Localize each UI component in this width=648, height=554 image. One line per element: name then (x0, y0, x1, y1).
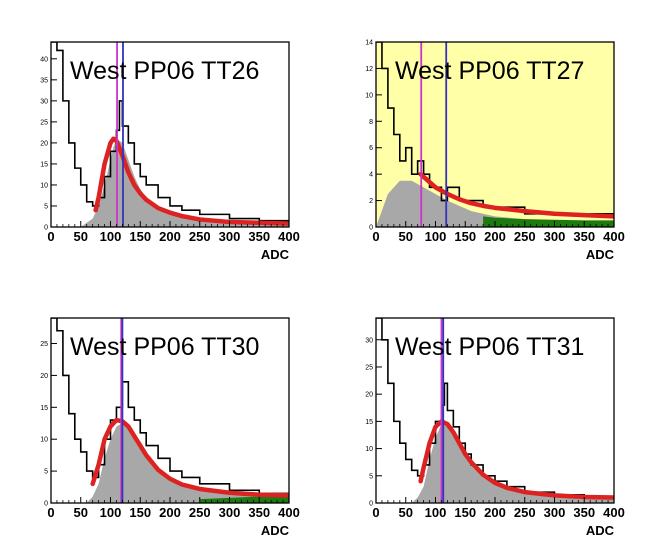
y-tick-label: 20 (40, 140, 48, 147)
x-tick-label: 0 (372, 229, 379, 244)
x-tick-label: 200 (484, 229, 506, 244)
panel-title: West PP06 TT27 (395, 57, 584, 85)
green-histogram (199, 496, 289, 503)
y-tick-label: 20 (40, 373, 48, 380)
y-tick-label: 15 (40, 161, 48, 168)
y-tick-label: 2 (369, 198, 373, 205)
y-tick-label: 10 (365, 92, 373, 99)
y-tick-label: 0 (44, 501, 48, 508)
y-tick-label: 0 (369, 225, 373, 232)
plot-content (51, 318, 289, 503)
x-tick-label: 0 (372, 505, 379, 520)
y-tick-label: 5 (369, 473, 373, 480)
filled-histogram (376, 180, 614, 227)
x-tick-label: 150 (129, 229, 151, 244)
y-tick-label: 15 (365, 419, 373, 426)
panel-title: West PP06 TT26 (70, 57, 259, 85)
y-tick-label: 8 (369, 119, 373, 126)
plot-content (51, 42, 289, 227)
panel-tt27: 0 50 100 150 200 250 300 350 400 0 2 4 6 8 10 12 14 ADC We… (365, 40, 625, 263)
fit-curve (93, 136, 289, 226)
y-tick-label: 4 (369, 172, 373, 179)
data-histogram-line (51, 42, 289, 223)
x-tick-label: 250 (189, 229, 211, 244)
x-tick-label: 200 (159, 505, 181, 520)
panel-tt26: 0 50 100 150 200 250 300 350 400 0 5 10 15 20 25 30 35 40… (40, 41, 300, 262)
y-tick-label: 10 (40, 437, 48, 444)
data-histogram-line (51, 318, 289, 495)
y-tick-label: 20 (365, 392, 373, 399)
x-tick-label: 0 (47, 229, 54, 244)
x-tick-label: 300 (219, 505, 241, 520)
y-tick-label: 15 (40, 405, 48, 412)
fit-curve (418, 419, 614, 500)
x-tick-label: 300 (219, 229, 241, 244)
y-tick-label: 0 (369, 501, 373, 508)
plot-area (376, 318, 614, 503)
x-tick-label: 0 (47, 505, 54, 520)
x-tick-label: 350 (573, 505, 595, 520)
plot-area (51, 42, 289, 227)
panel-tt31: 0 50 100 150 200 250 300 350 400 0 5 10 15 20 25 30 ADC W… (365, 317, 625, 538)
plot-content (376, 42, 614, 227)
x-tick-label: 250 (514, 505, 536, 520)
x-tick-label: 350 (248, 229, 270, 244)
y-tick-label: 5 (44, 203, 48, 210)
filled-histogram (80, 138, 289, 227)
x-tick-label: 400 (278, 505, 300, 520)
x-tick-label: 250 (514, 229, 536, 244)
panel-title: West PP06 TT30 (70, 333, 259, 361)
y-tick-label: 0 (44, 225, 48, 232)
x-tick-label: 50 (74, 505, 88, 520)
x-tick-label: 100 (425, 229, 447, 244)
x-axis-label: ADC (261, 523, 290, 538)
plot-content (376, 318, 614, 503)
x-tick-label: 50 (74, 229, 88, 244)
y-tick-label: 10 (365, 446, 373, 453)
y-tick-label: 6 (369, 145, 373, 152)
y-tick-label: 30 (365, 337, 373, 344)
y-tick-label: 25 (40, 119, 48, 126)
x-tick-label: 400 (278, 229, 300, 244)
x-tick-label: 200 (159, 229, 181, 244)
panel-tt30: 0 50 100 150 200 250 300 350 400 0 5 10 15 20 25 ADC Wes… (40, 317, 300, 538)
x-tick-label: 150 (454, 505, 476, 520)
x-axis-label: ADC (586, 247, 615, 262)
x-tick-label: 50 (399, 229, 413, 244)
x-tick-label: 100 (425, 505, 447, 520)
x-tick-label: 400 (603, 505, 625, 520)
filled-histogram (411, 424, 614, 503)
y-tick-label: 5 (44, 469, 48, 476)
x-tick-label: 300 (544, 505, 566, 520)
plot-area (51, 318, 289, 503)
x-tick-label: 150 (129, 505, 151, 520)
y-tick-label: 25 (40, 341, 48, 348)
y-tick-label: 12 (365, 66, 373, 73)
x-tick-label: 200 (484, 505, 506, 520)
y-tick-label: 35 (40, 77, 48, 84)
panel-title: West PP06 TT31 (395, 333, 584, 361)
fit-curve (90, 417, 289, 498)
y-tick-label: 30 (40, 98, 48, 105)
x-tick-label: 250 (189, 505, 211, 520)
x-tick-label: 350 (248, 505, 270, 520)
x-tick-label: 350 (573, 229, 595, 244)
green-histogram (483, 216, 614, 227)
x-tick-label: 150 (454, 229, 476, 244)
x-tick-label: 400 (603, 229, 625, 244)
x-axis-label: ADC (261, 247, 290, 262)
x-tick-label: 50 (399, 505, 413, 520)
x-axis-label: ADC (586, 523, 615, 538)
y-tick-label: 25 (365, 364, 373, 371)
y-tick-label: 40 (40, 56, 48, 63)
x-tick-label: 100 (100, 505, 122, 520)
x-tick-label: 100 (100, 229, 122, 244)
y-tick-label: 10 (40, 182, 48, 189)
y-tick-label: 14 (365, 40, 373, 47)
fit-curve (418, 171, 614, 219)
x-tick-label: 300 (544, 229, 566, 244)
